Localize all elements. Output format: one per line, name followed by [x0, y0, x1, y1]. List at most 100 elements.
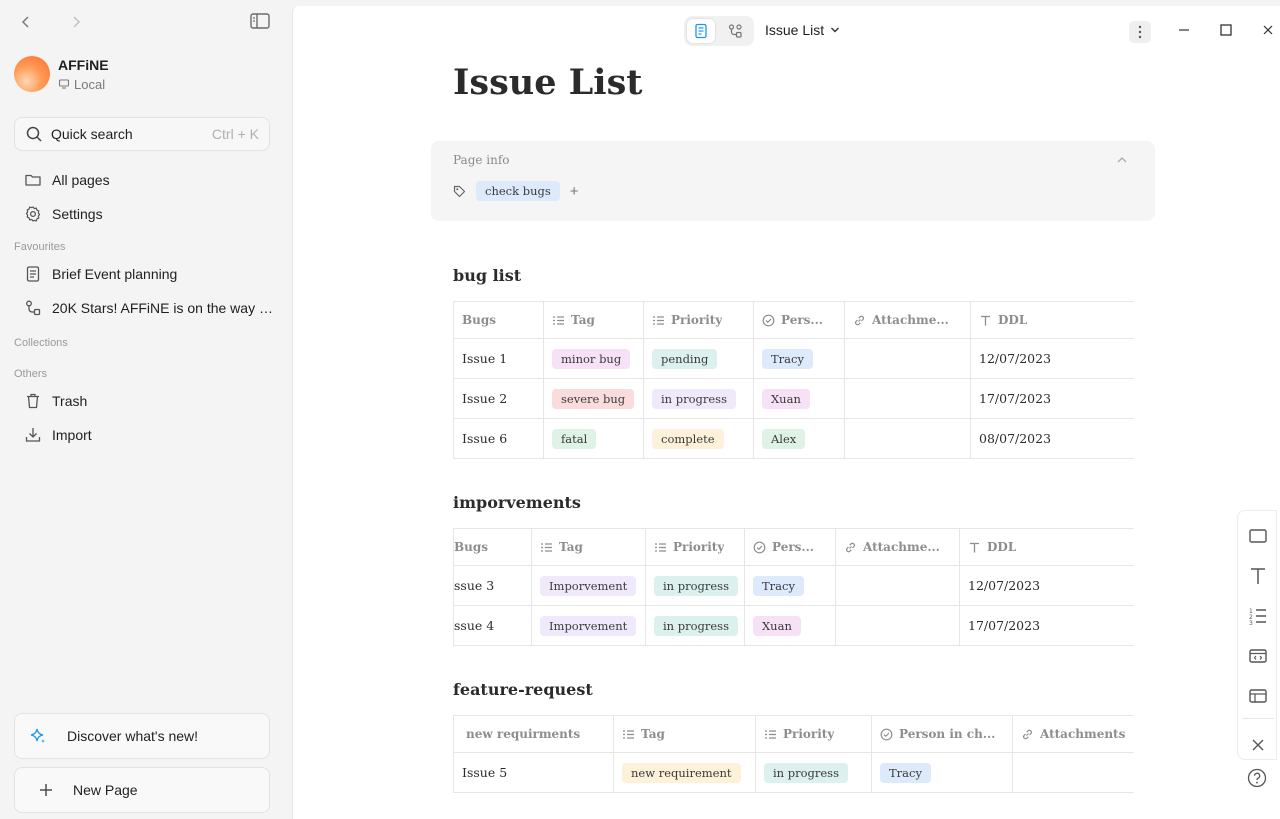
code-block-icon[interactable] [1248, 646, 1268, 666]
column-header[interactable]: Priority [755, 715, 872, 753]
cell-ddl[interactable]: 17/07/2023 [959, 605, 1134, 646]
table-row[interactable]: Issue 5 new requirement in progress Trac… [453, 752, 1134, 793]
column-header[interactable]: Attachme... [835, 528, 960, 566]
new-page-button[interactable]: New Page [14, 767, 270, 813]
sidebar-item-trash[interactable]: Trash [24, 390, 274, 412]
cell-person[interactable]: Tracy [744, 565, 836, 606]
table-row[interactable]: Issue 1 minor bug pending Tracy 12/07/20… [453, 338, 1134, 379]
list-icon [540, 541, 553, 554]
sidebar-item-settings[interactable]: Settings [24, 203, 274, 225]
cell-person[interactable]: Xuan [744, 605, 836, 646]
more-options-button[interactable] [1129, 21, 1151, 43]
cell-title[interactable]: ssue 3 [453, 565, 532, 606]
column-header[interactable]: Attachments [1012, 715, 1134, 753]
cell-priority[interactable]: pending [643, 338, 754, 379]
cell-tag[interactable]: Imporvement [531, 565, 646, 606]
cell-attachments[interactable] [844, 418, 971, 459]
cell-person[interactable]: Alex [753, 418, 845, 459]
column-header[interactable]: Tag [543, 301, 644, 339]
cell-priority[interactable]: in progress [643, 378, 754, 419]
column-header[interactable]: DDL [970, 301, 1134, 339]
page-mode-button[interactable] [687, 19, 715, 43]
quick-search[interactable]: Quick search Ctrl + K [14, 117, 270, 151]
discover-button[interactable]: Discover what's new! [14, 713, 270, 759]
back-arrow-icon[interactable] [18, 14, 34, 30]
table-row[interactable]: ssue 3 Imporvement in progress Tracy 12/… [453, 565, 1134, 606]
cell-title[interactable]: Issue 1 [453, 338, 544, 379]
page-info-heading: Page info [453, 153, 510, 167]
cell-priority[interactable]: in progress [645, 565, 745, 606]
sidebar-item-favourite[interactable]: 20K Stars! AFFiNE is on the way t... [24, 297, 274, 319]
add-tag-button[interactable]: + [569, 182, 579, 200]
workspace-card[interactable]: AFFiNE Local [14, 56, 109, 92]
table-title[interactable]: feature-request [453, 680, 593, 699]
cell-priority[interactable]: in progress [755, 752, 872, 793]
list-icon [552, 314, 565, 327]
column-header[interactable]: Pers... [744, 528, 836, 566]
cell-tag[interactable]: minor bug [543, 338, 644, 379]
table-row[interactable]: ssue 4 Imporvement in progress Xuan 17/0… [453, 605, 1134, 646]
cell-ddl[interactable]: 12/07/2023 [959, 565, 1134, 606]
cell-title[interactable]: Issue 6 [453, 418, 544, 459]
cell-ddl[interactable]: 12/07/2023 [970, 338, 1134, 379]
cell-attachments[interactable] [835, 565, 960, 606]
cell-person[interactable]: Tracy [871, 752, 1013, 793]
column-header[interactable]: Priority [645, 528, 745, 566]
text-icon[interactable] [1248, 566, 1268, 586]
cell-attachments[interactable] [835, 605, 960, 646]
cell-attachments[interactable] [844, 338, 971, 379]
column-header[interactable]: Bugs [453, 528, 532, 566]
table-row[interactable]: Issue 6 fatal complete Alex 08/07/2023 [453, 418, 1134, 459]
maximize-icon[interactable] [1219, 23, 1233, 37]
cell-person[interactable]: Xuan [753, 378, 845, 419]
cell-priority[interactable]: complete [643, 418, 754, 459]
cell-tag[interactable]: new requirement [613, 752, 756, 793]
column-header[interactable]: Bugs [453, 301, 544, 339]
sidebar-item-label: Brief Event planning [52, 266, 178, 282]
cell-title[interactable]: Issue 5 [453, 752, 614, 793]
table-row[interactable]: Issue 2 severe bug in progress Xuan 17/0… [453, 378, 1134, 419]
sidebar-toggle-icon[interactable] [250, 12, 270, 30]
minimize-icon[interactable] [1177, 23, 1191, 37]
collections-heading: Collections [14, 337, 68, 349]
cell-person[interactable]: Tracy [753, 338, 845, 379]
cell-priority[interactable]: in progress [645, 605, 745, 646]
edgeless-mode-button[interactable] [721, 19, 749, 43]
table-title[interactable]: bug list [453, 266, 522, 285]
cell-tag[interactable]: Imporvement [531, 605, 646, 646]
database-icon[interactable] [1248, 686, 1268, 706]
column-header[interactable]: Priority [643, 301, 754, 339]
column-header[interactable]: new requirments [453, 715, 614, 753]
close-icon[interactable] [1248, 735, 1268, 755]
column-header[interactable]: Tag [613, 715, 756, 753]
sidebar-item-favourite[interactable]: Brief Event planning [24, 263, 274, 285]
sidebar-item-import[interactable]: Import [24, 424, 274, 446]
chevron-up-icon[interactable] [1115, 153, 1129, 167]
page-title[interactable]: Issue List [453, 62, 643, 103]
close-icon[interactable] [1261, 23, 1275, 37]
help-icon[interactable] [1247, 768, 1267, 788]
cell-title[interactable]: ssue 4 [453, 605, 532, 646]
column-header[interactable]: Pers... [753, 301, 845, 339]
column-header[interactable]: DDL [959, 528, 1134, 566]
favourites-heading: Favourites [14, 241, 66, 253]
page-tag[interactable]: check bugs [476, 181, 560, 201]
frame-icon[interactable] [1248, 526, 1268, 546]
svg-text:3: 3 [1249, 620, 1253, 626]
cell-tag[interactable]: fatal [543, 418, 644, 459]
column-header[interactable]: Attachme... [844, 301, 971, 339]
cell-attachments[interactable] [1012, 752, 1134, 793]
table-title[interactable]: imporvements [453, 493, 581, 512]
cell-attachments[interactable] [844, 378, 971, 419]
cell-ddl[interactable]: 17/07/2023 [970, 378, 1134, 419]
forward-arrow-icon[interactable] [68, 14, 84, 30]
column-header[interactable]: Tag [531, 528, 646, 566]
cell-tag[interactable]: severe bug [543, 378, 644, 419]
document-title-menu[interactable]: Issue List [765, 22, 840, 38]
sidebar-item-all-pages[interactable]: All pages [24, 169, 274, 191]
column-header[interactable]: Person in ch... [871, 715, 1013, 753]
cell-title[interactable]: Issue 2 [453, 378, 544, 419]
cell-ddl[interactable]: 08/07/2023 [970, 418, 1134, 459]
more-vertical-icon [1138, 25, 1142, 39]
